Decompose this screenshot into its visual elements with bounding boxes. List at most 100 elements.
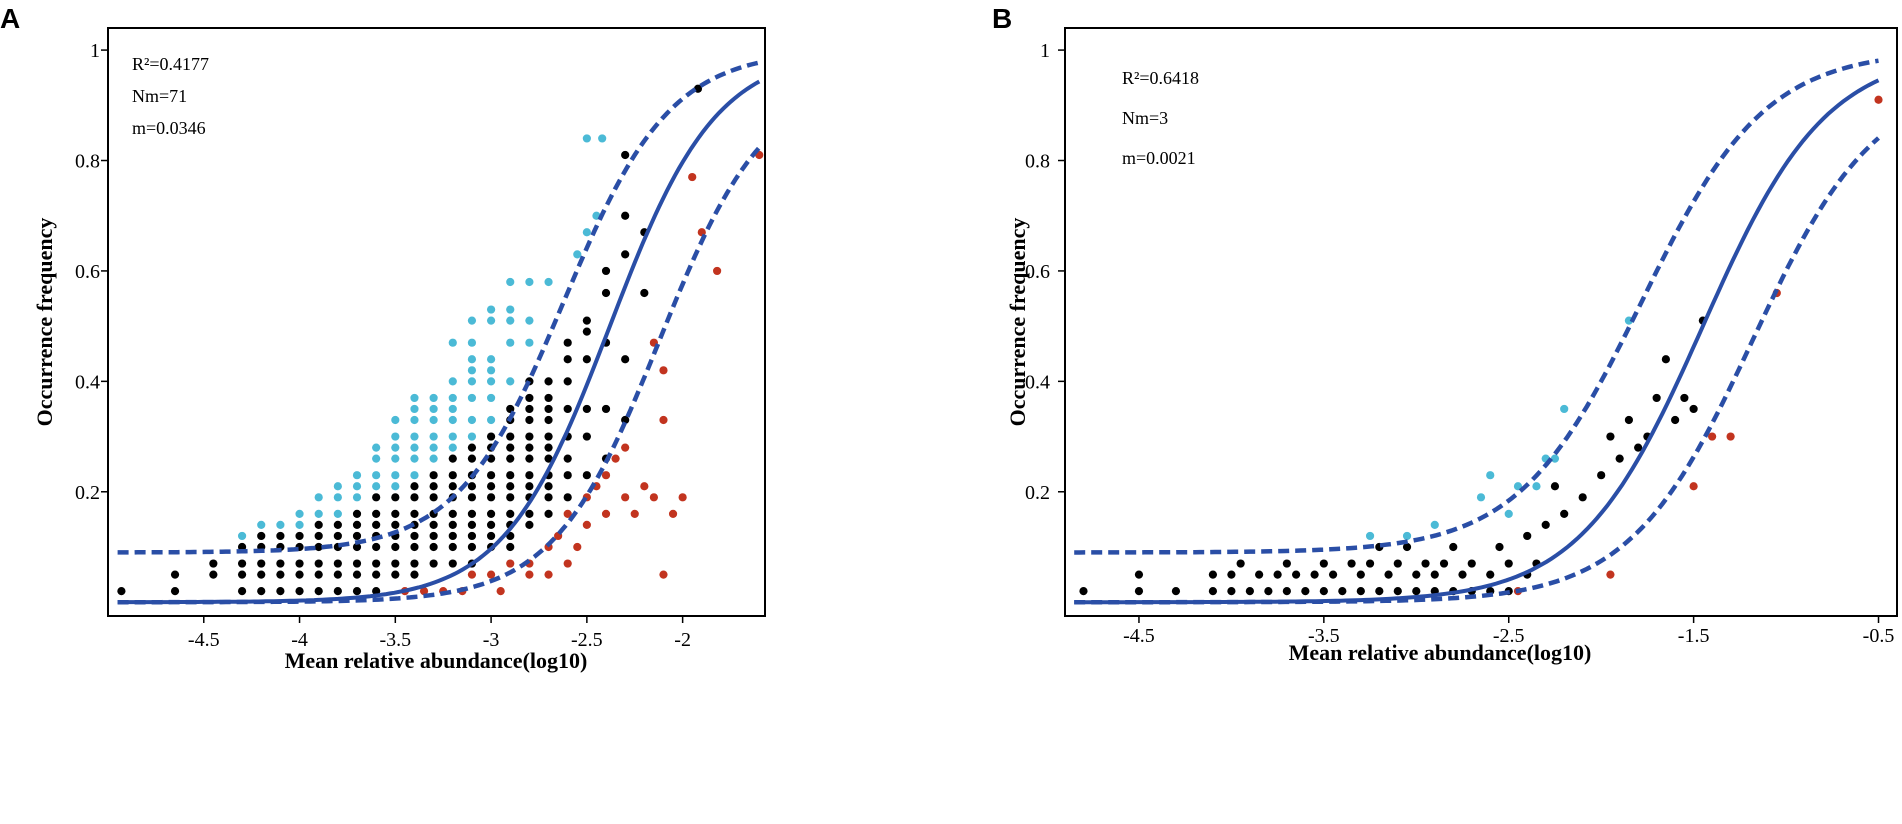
panel-a-point-neutral <box>352 542 362 552</box>
panel-b-point-neutral <box>1356 587 1365 596</box>
panel-b-point-neutral <box>1319 587 1328 596</box>
panel-a-point-neutral <box>237 570 247 579</box>
panel-a-point-neutral <box>486 531 496 541</box>
panel-b-point-neutral <box>1412 587 1421 596</box>
panel-a-point-neutral <box>410 559 419 568</box>
panel-b-point-neutral <box>1227 587 1236 596</box>
panel-a-point-below <box>659 366 668 375</box>
panel-a-point-neutral <box>544 415 553 425</box>
panel-b-point-above <box>1476 493 1486 502</box>
panel-a-point-neutral <box>429 471 438 480</box>
panel-a-point-above <box>429 443 438 452</box>
panel-b-point-neutral <box>1495 542 1504 552</box>
panel-a-point-neutral <box>448 542 457 552</box>
panel-a-m: m=0.0346 <box>132 118 206 138</box>
panel-b-ytick-label: 0.8 <box>1025 151 1050 173</box>
panel-b-letter: B <box>992 3 1012 34</box>
panel-a-ytick-label: 0.4 <box>75 371 100 393</box>
panel-a-point-neutral <box>525 404 534 414</box>
panel-b-point-neutral <box>1208 587 1218 596</box>
panel-a-point-neutral <box>391 559 400 568</box>
panel-a-ticks: -4.5 -4 -3.5 -3 -2.5 -2 0.2 0.4 0.6 0.8 1 <box>75 40 691 651</box>
panel-a-point-neutral <box>314 542 323 552</box>
panel-a-point-neutral <box>601 266 611 276</box>
panel-a-xtick-label: -2 <box>674 629 691 651</box>
panel-a-point-neutral <box>295 587 304 596</box>
panel-a-point-neutral <box>257 559 266 568</box>
panel-a-point-above <box>391 482 400 491</box>
panel-a-point-above <box>410 432 419 441</box>
panel-a-point-below <box>640 482 649 491</box>
panel-b-point-neutral <box>1264 587 1273 596</box>
panel-b-point-neutral <box>1227 570 1236 579</box>
panel-a-point-above <box>448 404 457 414</box>
panel-a-point-neutral <box>506 443 515 452</box>
panel-a-point-neutral <box>257 531 266 541</box>
panel-b-r2: R²=0.6418 <box>1122 68 1199 88</box>
panel-a-point-neutral <box>391 493 400 502</box>
panel-a-point-neutral <box>429 559 438 568</box>
panel-b-point-neutral <box>1384 570 1393 579</box>
panel-b-xtick-label: -1.5 <box>1678 625 1710 647</box>
panel-a-point-above <box>429 432 438 441</box>
panel-a-r2: R²=0.4177 <box>132 54 209 74</box>
panel-a-point-above <box>352 493 362 502</box>
panel-a-point-neutral <box>276 587 285 596</box>
panel-b-point-neutral <box>1624 415 1634 425</box>
panel-b-point-neutral <box>1467 559 1476 568</box>
panel-b-point-neutral <box>1347 559 1356 568</box>
panel-a-point-above <box>429 404 438 414</box>
panel-a-point-above <box>486 415 496 425</box>
panel-b-point-above <box>1560 404 1569 414</box>
panel-a-point-neutral <box>544 509 553 518</box>
panel-a-point-neutral <box>314 559 323 568</box>
panel-a-point-neutral <box>276 570 285 579</box>
panel-a-point-neutral <box>410 570 419 579</box>
panel-a-point-neutral <box>486 482 496 491</box>
panel-b-ytick-label: 0.4 <box>1025 371 1050 393</box>
panel-a-xtick-label: -3 <box>483 629 500 651</box>
panel-a-point-above <box>486 393 496 403</box>
panel-a-point-above <box>410 471 419 480</box>
panel-a-point-below <box>668 509 678 518</box>
panel-a-point-neutral <box>544 482 553 491</box>
panel-a-point-neutral <box>544 393 553 403</box>
panel-a-point-below <box>525 570 534 579</box>
panel-a-point-neutral <box>314 587 323 596</box>
panel-a-point-neutral <box>544 432 553 441</box>
panel-a-point-below <box>659 415 668 425</box>
panel-a-point-neutral <box>372 559 381 568</box>
panel-a-point-neutral <box>333 520 342 530</box>
panel-a-point-above <box>598 134 607 143</box>
panel-b-xtick-label: -2.5 <box>1493 625 1525 647</box>
panel-a-point-neutral <box>429 482 438 491</box>
panel-a-point-below <box>582 520 591 530</box>
panel-b-point-neutral <box>1449 542 1458 552</box>
panel-a-point-neutral <box>276 559 285 568</box>
panel-b-ytick-label: 0.6 <box>1025 261 1050 283</box>
panel-a-point-above <box>410 454 419 463</box>
panel-a-point-neutral <box>582 432 591 441</box>
panel-a-point-above <box>333 509 342 518</box>
panel-a-point-neutral <box>525 443 534 452</box>
panel-b-point-neutral <box>1671 415 1680 425</box>
panel-a-point-neutral <box>544 493 553 502</box>
panel-a-point-above <box>467 415 477 425</box>
panel-a-point-neutral <box>467 542 477 552</box>
panel-a-point-neutral <box>525 471 534 480</box>
panel-a-point-neutral <box>486 471 496 480</box>
panel-a-point-neutral <box>372 570 381 579</box>
panel-b-point-above <box>1365 531 1375 541</box>
panel-a-point-neutral <box>486 509 496 518</box>
panel-b-point-neutral <box>1134 587 1144 596</box>
panel-b-point-above <box>1430 520 1439 530</box>
panel-a-point-above <box>295 509 304 518</box>
panel-a-ci-upper-line <box>117 60 760 555</box>
panel-a-point-neutral <box>448 454 457 463</box>
panel-a-point-neutral <box>467 509 477 518</box>
panel-a-point-below <box>649 493 659 502</box>
panel-b-point-neutral <box>1615 454 1624 463</box>
panel-a-point-neutral <box>314 531 323 541</box>
panel-a-point-above <box>391 454 400 463</box>
